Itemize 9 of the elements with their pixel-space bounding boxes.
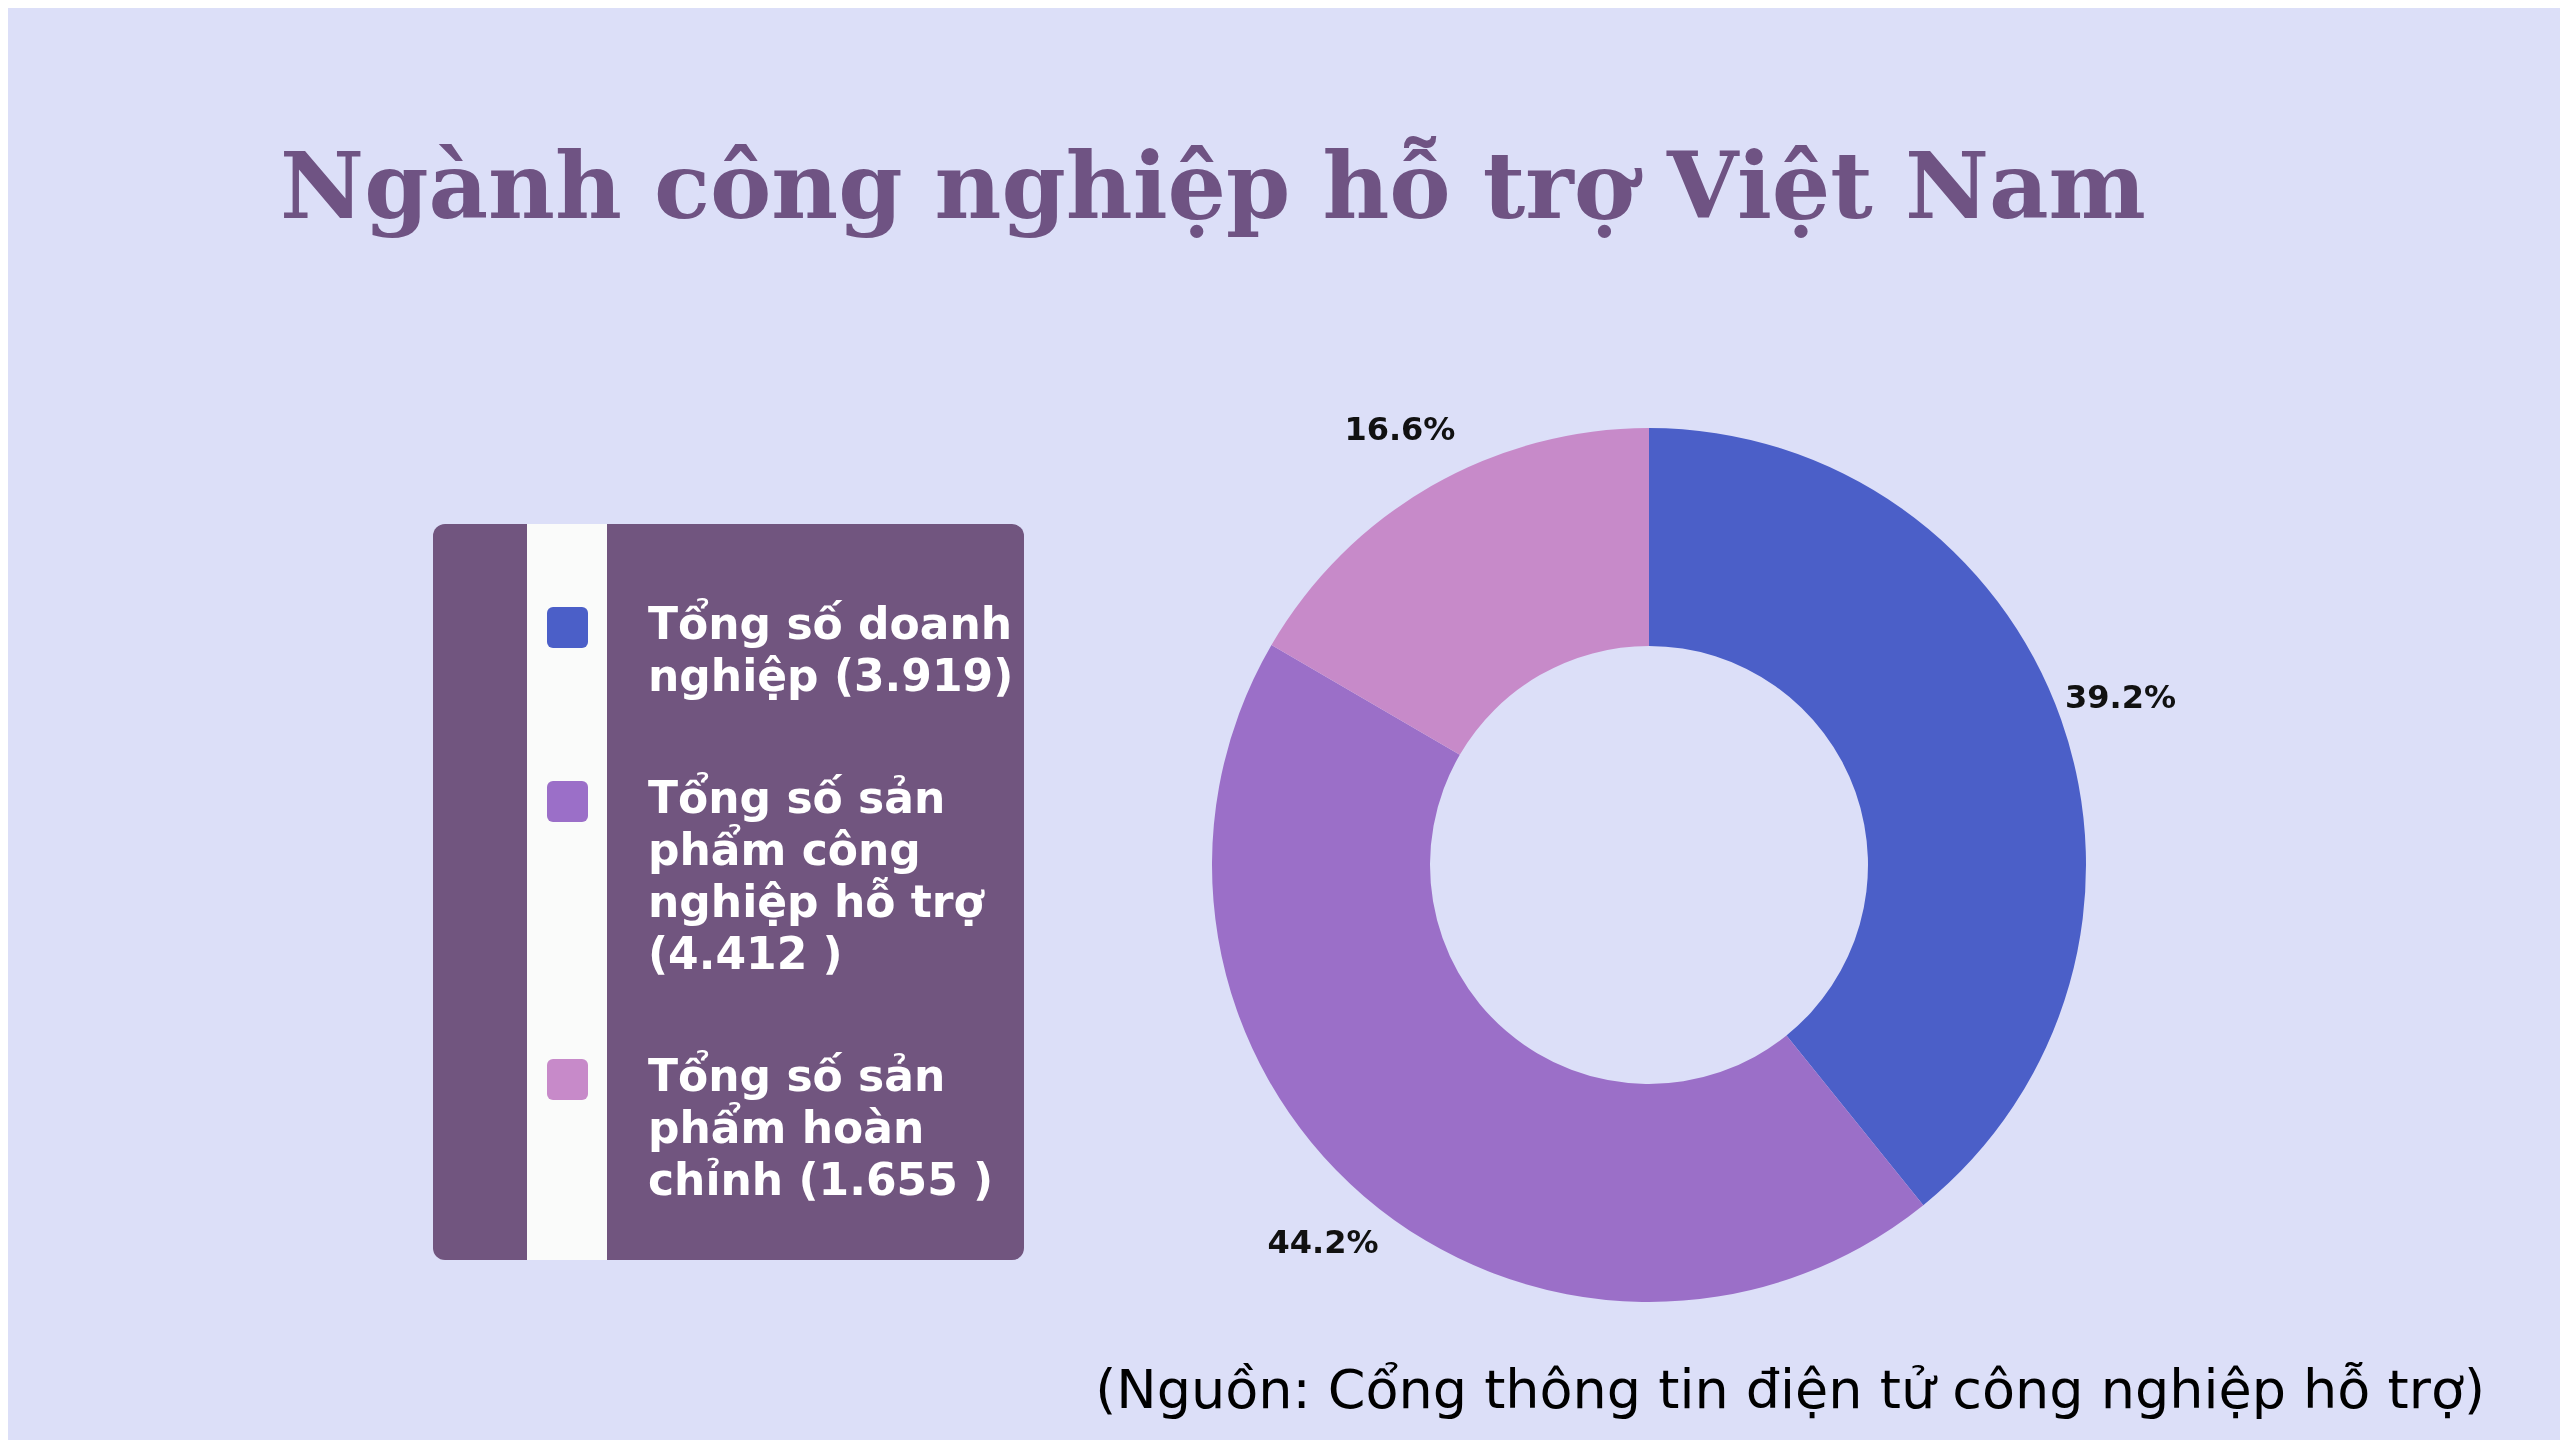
text: (Nguồn: Cổng thông tin điện tử công nghiệp hỗ trợ) xyxy=(1095,1358,2485,1421)
donut-slice xyxy=(1212,644,1924,1302)
legend-label: Tổng số sản phẩm hoàn chỉnh (1.655 ) xyxy=(648,1050,994,1205)
data-label: 16.6% xyxy=(1344,410,1456,449)
legend-label: Tổng số sản phẩm công nghiệp hỗ trợ (4.412 ) xyxy=(648,772,986,979)
data-label: 44.2% xyxy=(1267,1223,1379,1262)
chart-title: Ngành công nghiệp hỗ trợ Việt Nam xyxy=(280,132,2146,240)
data-label: 39.2% xyxy=(2064,677,2176,716)
legend-label: Tổng số doanh nghiệp (3.919) xyxy=(648,598,1014,701)
